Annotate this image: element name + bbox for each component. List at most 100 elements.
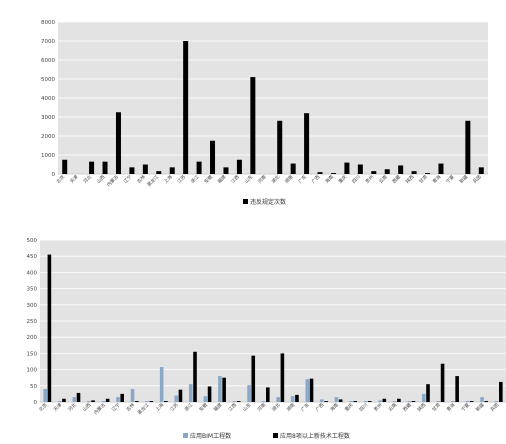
bar [218, 376, 222, 402]
bar [422, 393, 426, 402]
bar [324, 401, 328, 402]
bar [232, 401, 237, 402]
bar [120, 393, 124, 402]
x-tick-label: 兵团 [471, 173, 483, 185]
bar [261, 401, 266, 402]
bar [236, 159, 242, 174]
x-tick-label: 浙江 [183, 401, 195, 413]
bar [149, 401, 154, 402]
x-tick-label: 浙江 [189, 173, 201, 185]
y-tick-label: 300 [27, 303, 38, 309]
y-tick-label: 200 [27, 335, 38, 341]
x-tick-label: 湖北 [270, 401, 282, 413]
chart-projects-svg: 0 50 100 150 200 250 300 350 400 450 500 北京 天津 河北 山西 内蒙… [27, 238, 506, 440]
legend-label: 应用BIM工程数 [190, 432, 231, 440]
bar [499, 381, 503, 402]
x-tick-label: 甘肃 [417, 173, 429, 185]
bar [189, 384, 193, 402]
bar [72, 397, 77, 402]
x-tick-label: 湖南 [285, 401, 297, 413]
x-tick-label: 上海 [154, 401, 166, 413]
x-tick-label: 贵州 [364, 173, 376, 185]
x-tick-label: 上海 [162, 173, 174, 185]
legend-swatch [273, 433, 278, 438]
bar [438, 163, 444, 174]
x-tick-label: 重庆 [337, 173, 349, 185]
x-tick-label: 江苏 [168, 401, 180, 413]
bar [344, 162, 350, 174]
bar [440, 363, 445, 402]
bar [193, 351, 197, 402]
legend-swatch [183, 433, 188, 438]
bar [43, 389, 47, 402]
bar [455, 376, 459, 402]
bar [116, 397, 120, 402]
bar [203, 396, 208, 402]
x-tick-label: 福建 [216, 173, 228, 185]
legend-label: 应用8项以上新技术工程数 [280, 432, 350, 440]
x-tick-label: 新疆 [458, 173, 470, 185]
y-tick-label: 100 [27, 368, 38, 374]
bar [407, 401, 412, 402]
bar [309, 378, 314, 402]
bar [183, 41, 189, 174]
bar [62, 159, 68, 174]
bar [305, 379, 310, 402]
bar [276, 397, 280, 402]
x-tick-label: 新疆 [474, 401, 486, 413]
y-tick-label: 50 [30, 384, 37, 390]
bar [145, 401, 149, 402]
x-tick-label: 山西 [95, 173, 107, 185]
bar [115, 112, 121, 174]
x-tick-label: 西藏 [391, 173, 403, 185]
x-tick-label: 云南 [377, 173, 389, 185]
bar [76, 392, 81, 402]
bar [465, 120, 471, 174]
x-tick-label: 北京 [37, 401, 49, 413]
bar [142, 164, 148, 174]
bar [101, 401, 106, 402]
bar [349, 401, 353, 402]
x-tick-label: 西藏 [401, 401, 413, 413]
bar [169, 167, 175, 174]
bar [196, 161, 202, 174]
bar [338, 399, 343, 402]
bar [330, 173, 336, 174]
bar [250, 77, 256, 174]
bar [371, 171, 377, 174]
bar [398, 165, 404, 174]
bar [178, 389, 183, 402]
chart-violations: 0 1000 2000 3000 4000 5000 6000 7000 8000 北京 天津 河北山… [0, 0, 506, 215]
bar [102, 161, 108, 174]
y-tick-label: 250 [27, 319, 38, 325]
bar [426, 384, 430, 402]
x-tick-label: 陕西 [416, 401, 428, 413]
bar [411, 401, 416, 402]
x-tick-label: 河南 [256, 173, 268, 185]
bar [91, 400, 95, 402]
x-tick-label: 内蒙古 [105, 173, 120, 188]
x-tick-label: 安徽 [202, 173, 214, 185]
x-tick-label: 四川 [358, 402, 369, 413]
chart-violations-svg: 010002000300040005000600070008000北京 天津 河北山… [41, 20, 488, 206]
x-tick-label: 广东 [297, 173, 309, 185]
x-tick-label: 四川 [351, 174, 362, 185]
x-tick-label: 陕西 [404, 173, 416, 185]
x-tick-label: 河南 [256, 401, 268, 413]
y-tick-label: 500 [27, 238, 38, 244]
x-tick-label: 海南 [323, 173, 335, 185]
x-tick-label: 甘肃 [430, 401, 442, 413]
x-tick-label: 天津 [68, 173, 80, 185]
bar [357, 164, 363, 174]
x-tick-label: 辽宁 [110, 401, 122, 413]
bar [223, 167, 229, 174]
bar [247, 385, 251, 402]
x-tick-label: 湖南 [283, 173, 295, 185]
x-tick-label: 吉林 [135, 173, 147, 185]
x-tick-label: 江苏 [176, 173, 188, 185]
bar [266, 387, 270, 402]
legend-swatch [243, 199, 248, 204]
bar [57, 401, 62, 402]
y-tick-label: 400 [27, 270, 38, 276]
chart-projects: 0 50 100 150 200 250 300 350 400 450 500 北京 天津 河北 山西 内蒙… [0, 228, 506, 444]
